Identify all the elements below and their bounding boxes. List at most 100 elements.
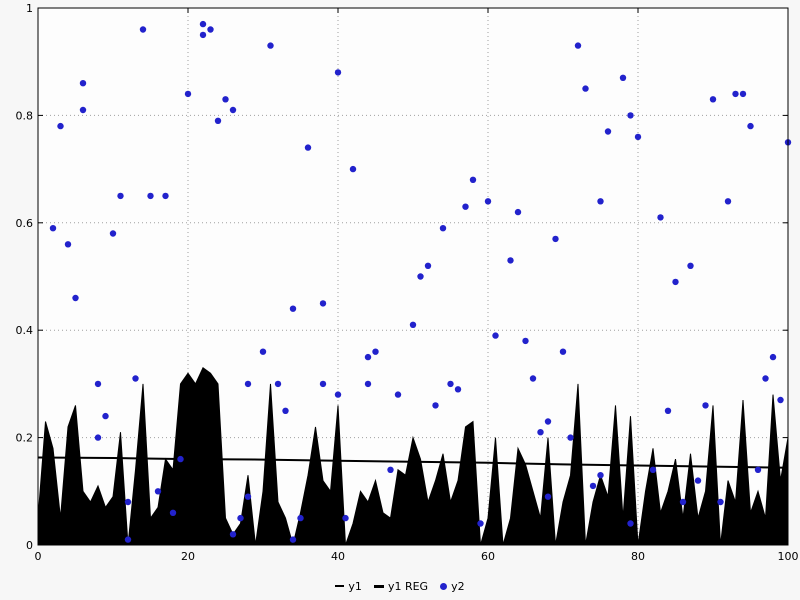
y2-scatter-point xyxy=(627,112,634,119)
y1-reg-line-marker-icon xyxy=(373,584,384,588)
y2-scatter-point xyxy=(477,520,484,527)
y2-scatter-point xyxy=(424,262,432,269)
y1-area-series xyxy=(37,367,789,546)
y1-area-marker-icon xyxy=(335,585,345,587)
y2-scatter-point xyxy=(514,208,522,216)
y2-scatter-point xyxy=(679,498,687,506)
legend-label-y2: y2 xyxy=(451,579,465,593)
legend-label-y1: y1 xyxy=(348,579,362,593)
y2-scatter-point xyxy=(274,380,282,388)
y2-point-marker-icon xyxy=(440,582,448,590)
x-tick-label: 80 xyxy=(631,550,645,563)
y2-scatter-point xyxy=(649,466,657,473)
y2-scatter-point xyxy=(304,144,312,151)
y2-scatter-point xyxy=(237,514,244,522)
y2-scatter-point xyxy=(409,321,417,328)
y2-scatter-point xyxy=(589,482,597,490)
y2-scatter-point xyxy=(664,407,672,414)
y2-scatter-point xyxy=(79,80,87,87)
y2-scatter-point xyxy=(657,214,664,221)
y2-scatter-point xyxy=(394,391,402,398)
y2-scatter-point xyxy=(754,466,762,473)
y2-scatter-point xyxy=(492,332,499,339)
x-tick-label: 20 xyxy=(181,550,195,563)
y2-scatter-point xyxy=(94,434,102,441)
y2-scatter-point xyxy=(109,230,117,237)
y2-scatter-point xyxy=(672,278,679,286)
y2-scatter-point xyxy=(769,353,777,361)
y2-scatter-point xyxy=(484,198,492,205)
y-tick-label: 0.6 xyxy=(16,217,34,230)
y2-scatter-point xyxy=(102,412,109,420)
y2-scatter-point xyxy=(574,42,582,49)
y-tick-label: 1 xyxy=(26,2,33,15)
x-tick-label: 100 xyxy=(778,550,799,563)
y2-scatter-point xyxy=(184,90,192,98)
y2-scatter-point xyxy=(319,300,327,307)
y2-scatter-point xyxy=(777,396,784,404)
y2-scatter-point xyxy=(199,20,207,28)
y2-scatter-point xyxy=(117,192,124,200)
y2-scatter-point xyxy=(297,514,304,522)
y2-scatter-point xyxy=(139,26,147,33)
y2-scatter-point xyxy=(762,375,769,382)
y2-scatter-point xyxy=(567,434,574,441)
y2-scatter-point xyxy=(537,429,544,436)
y2-scatter-point xyxy=(604,128,612,135)
y2-scatter-point xyxy=(64,241,72,248)
y2-scatter-point xyxy=(154,488,162,495)
y2-scatter-point xyxy=(732,90,739,98)
y2-scatter-point xyxy=(229,106,237,114)
y2-scatter-point xyxy=(372,348,379,355)
legend-item-y2: y2 xyxy=(440,580,465,593)
y2-scatter-point xyxy=(522,337,529,345)
y2-scatter-point xyxy=(709,96,717,103)
y2-scatter-point xyxy=(124,498,132,506)
y2-scatter-point xyxy=(289,536,297,543)
y2-scatter-point xyxy=(687,262,694,269)
y2-scatter-point xyxy=(319,380,327,388)
y2-scatter-point xyxy=(49,225,57,232)
y2-scatter-point xyxy=(349,165,357,173)
y2-scatter-point xyxy=(162,192,169,200)
y2-scatter-point xyxy=(387,466,394,473)
y2-scatter-point xyxy=(717,498,724,506)
y2-scatter-point xyxy=(364,353,372,361)
y2-scatter-point xyxy=(529,375,537,382)
y2-scatter-point xyxy=(57,122,64,130)
legend-label-y1-reg: y1 REG xyxy=(387,579,429,593)
y2-scatter-point xyxy=(259,348,267,355)
y2-scatter-point xyxy=(454,386,462,393)
chart-plot-area: 0 20 40 60 80 100 0 0.2 0.4 0.6 0.8 1 xyxy=(16,2,799,563)
y2-scatter-point xyxy=(469,176,477,183)
y2-scatter-point xyxy=(364,380,372,388)
y2-scatter-point xyxy=(334,69,342,76)
y2-scatter-point xyxy=(694,477,702,484)
y2-scatter-point xyxy=(94,380,102,388)
y2-scatter-point xyxy=(282,407,289,414)
y2-scatter-point xyxy=(267,42,274,49)
y2-scatter-point xyxy=(552,235,559,243)
y2-scatter-point xyxy=(334,391,342,398)
y2-scatter-point xyxy=(72,294,79,302)
y2-scatter-point xyxy=(199,31,207,39)
y2-scatter-point xyxy=(634,133,642,141)
y2-scatter-point xyxy=(289,305,297,312)
y1-reg-line-series xyxy=(37,456,789,469)
y2-scatter-point xyxy=(597,198,604,205)
y-tick-label: 0.8 xyxy=(16,109,34,122)
chart-legend: y1 y1 REG y2 xyxy=(335,572,465,600)
plot-border xyxy=(37,7,789,546)
y2-scatter-point xyxy=(169,509,177,516)
y2-scatter-point xyxy=(229,531,237,538)
y2-scatter-point xyxy=(432,402,439,409)
x-tick-label: 40 xyxy=(331,550,345,563)
y2-scatter-point xyxy=(724,198,732,205)
y2-scatter-point xyxy=(739,90,747,98)
y2-scatter-point xyxy=(177,455,184,463)
y2-scatter-point xyxy=(244,493,252,500)
y2-scatter-point xyxy=(619,74,627,82)
y2-scatter-point xyxy=(582,85,589,92)
y2-scatter-point xyxy=(544,418,552,425)
